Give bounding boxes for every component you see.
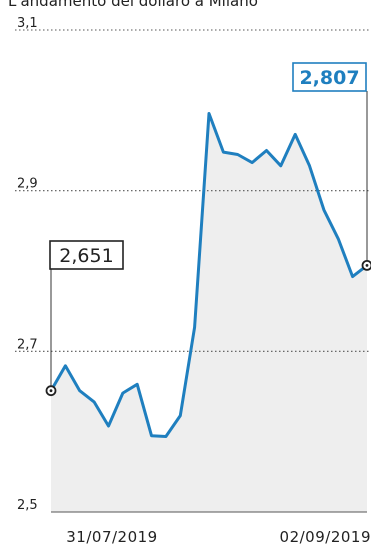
data-point-dot <box>365 263 369 267</box>
data-point-dot <box>49 389 53 393</box>
area-fill <box>51 113 367 512</box>
series-line <box>49 112 369 438</box>
chart-title: L'andamento del dollaro a Milano <box>8 0 258 10</box>
y-tick-label: 2,7 <box>17 337 38 352</box>
callout-value: 2,807 <box>299 67 359 89</box>
y-tick-label: 2,9 <box>17 177 38 192</box>
x-axis-ticks: 31/07/2019 02/09/2019 <box>66 528 371 544</box>
y-axis-ticks: 3,1 2,9 2,7 2,5 <box>17 16 38 513</box>
callout-box <box>49 240 124 270</box>
x-tick-label: 02/09/2019 <box>280 528 371 544</box>
gridlines <box>15 29 371 352</box>
callout-box <box>292 62 367 92</box>
x-tick-label: 31/07/2019 <box>66 528 157 544</box>
callout-value: 2,651 <box>59 245 113 267</box>
y-tick-label: 2,5 <box>17 498 38 513</box>
y-tick-label: 3,1 <box>17 16 38 31</box>
callouts: 2,651 2,807 <box>45 62 371 397</box>
